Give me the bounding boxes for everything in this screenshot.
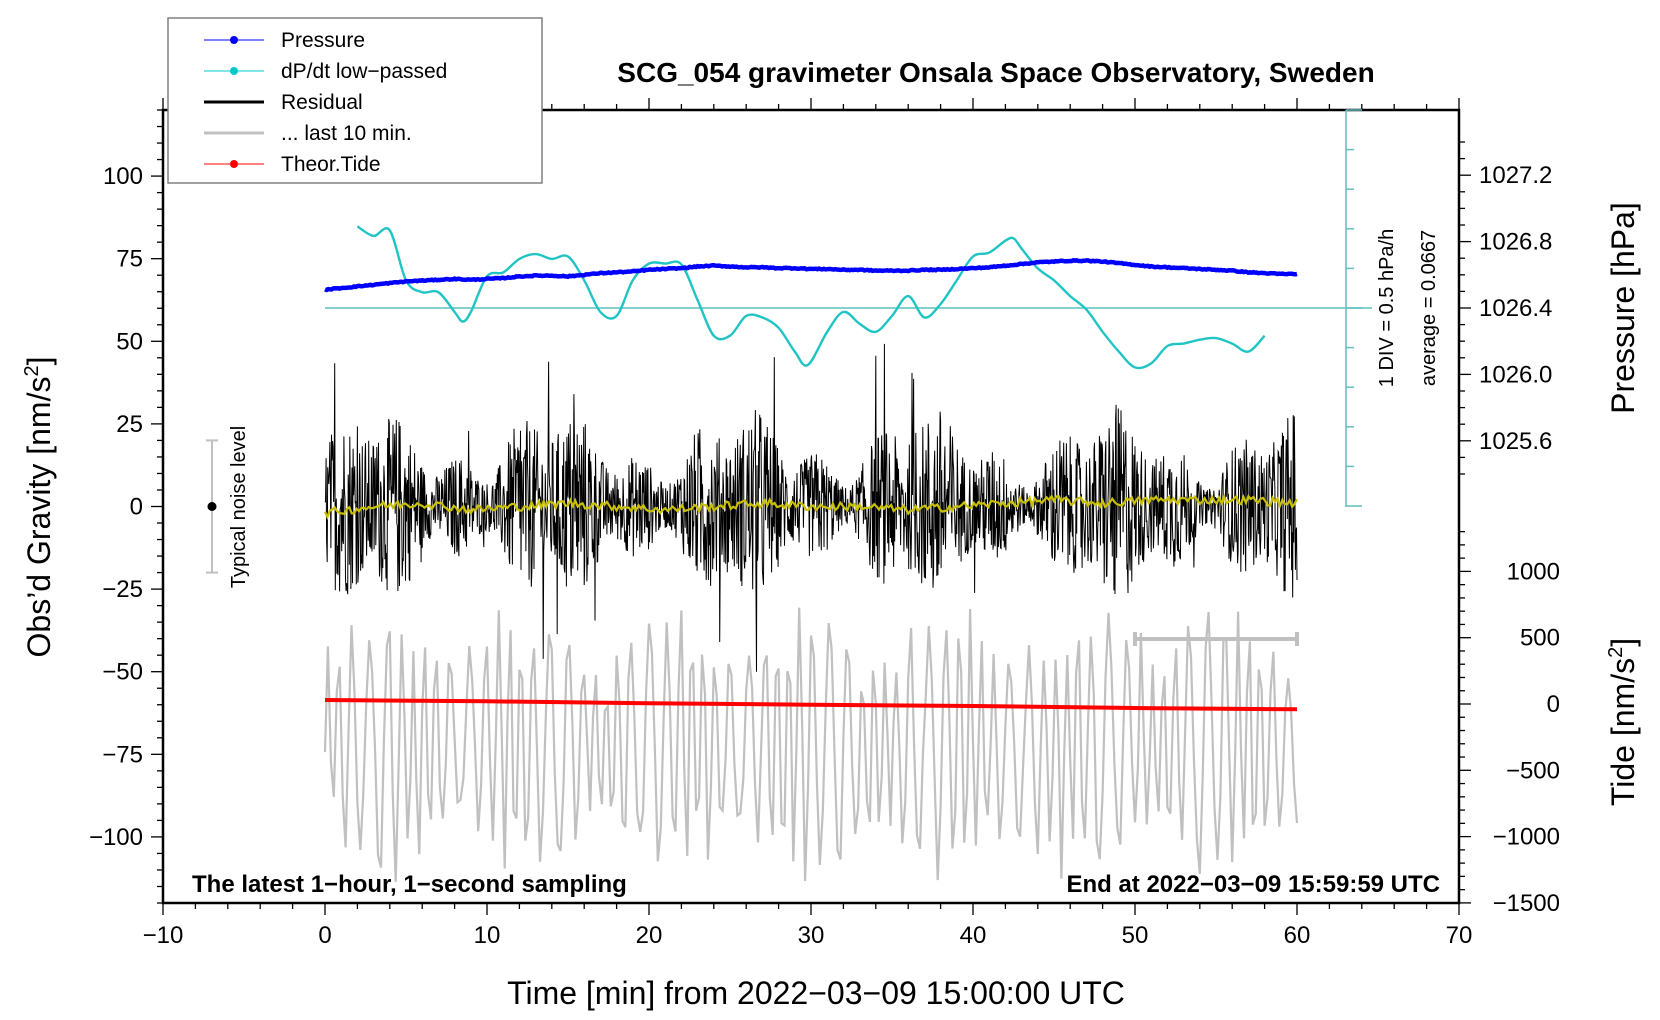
y-tick-label-tide: −1000 [1493, 824, 1560, 851]
noise-level-label: Typical noise level [228, 426, 250, 588]
chart-title: SCG_054 gravimeter Onsala Space Observat… [617, 57, 1374, 88]
y-axis-title-gravity: Obs’d Gravity [nm/s2] [21, 357, 57, 658]
legend-item: Theor.Tide [204, 153, 381, 176]
y-tick-label-gravity: −100 [89, 824, 143, 851]
y-axis-title-tide-sup: 2 [1605, 647, 1627, 658]
x-tick-label: 20 [636, 922, 663, 949]
x-tick-label: 70 [1446, 922, 1473, 949]
noise-level-dot [207, 502, 217, 511]
legend-item: dP/dt low−passed [204, 60, 447, 83]
y-tick-label-gravity: 100 [103, 163, 143, 190]
legend-label: ... last 10 min. [281, 122, 412, 145]
annotation-latest-hour: The latest 1−hour, 1−second sampling [192, 871, 627, 898]
series-front-layer [206, 109, 1362, 646]
y-axis-title-gravity-end: ] [21, 357, 57, 366]
y-tick-label-gravity: 0 [130, 494, 143, 521]
x-tick-label: −10 [143, 922, 184, 949]
legend-item: Pressure [204, 29, 365, 52]
residual-smoothed-trace [323, 493, 1298, 520]
x-axis-title: Time [min] from 2022−03−09 15:00:00 UTC [507, 975, 1125, 1011]
dpdt-average-label: average = 0.0667 [1418, 230, 1440, 386]
y-axis-title-tide: Tide [nm/s2] [1605, 638, 1641, 806]
y-axis-title-tide-end: ] [1605, 638, 1641, 647]
x-tick-label: 50 [1122, 922, 1149, 949]
y-tick-label-gravity: −75 [102, 741, 143, 768]
series-layer [323, 225, 1372, 882]
y-tick-label-pressure: 1026.4 [1479, 295, 1552, 322]
y-tick-label-gravity: −50 [102, 659, 143, 686]
legend-swatch-dot [230, 160, 238, 168]
y-tick-label-pressure: 1026.0 [1479, 361, 1552, 388]
y-tick-label-tide: −1500 [1493, 890, 1560, 917]
dpdt-trace [356, 225, 1266, 370]
y-tick-label-pressure: 1027.2 [1479, 162, 1552, 189]
x-tick-label: 0 [318, 922, 331, 949]
y-tick-label-pressure: 1026.8 [1479, 229, 1552, 256]
legend-item: ... last 10 min. [204, 122, 412, 145]
legend: Pressure dP/dt low−passed Residual ... last… [167, 17, 543, 184]
x-tick-label: 60 [1284, 922, 1311, 949]
y-tick-label-gravity: −25 [102, 576, 143, 603]
x-tick-label: 30 [798, 922, 825, 949]
y-axis-title-gravity-sup: 2 [21, 365, 43, 376]
legend-swatch-dot [230, 36, 238, 44]
legend-item: Residual [204, 91, 363, 114]
x-tick-label: 40 [960, 922, 987, 949]
y-tick-label-gravity: 75 [116, 246, 143, 273]
y-tick-label-tide: 0 [1547, 691, 1560, 718]
y-axis-title-tide-base: Tide [nm/s [1605, 658, 1641, 806]
pressure-trace [324, 257, 1298, 293]
annotation-end-time: End at 2022−03−09 15:59:59 UTC [1066, 871, 1440, 898]
y-tick-label-tide: −500 [1506, 757, 1560, 784]
legend-label: dP/dt low−passed [281, 60, 447, 83]
y-tick-label-tide: 1000 [1507, 558, 1560, 585]
y-tick-label-gravity: 50 [116, 328, 143, 355]
tide-trace [324, 698, 1298, 712]
legend-swatch-dot [230, 67, 238, 75]
y-tick-label-tide: 500 [1520, 625, 1560, 652]
y-axis-title-gravity-base: Obs’d Gravity [nm/s [21, 377, 57, 658]
axes-layer: −10 0 10 20 30 40 50 60 701007550250−25−50−75−10… [89, 98, 1560, 949]
residual-trace [324, 343, 1298, 672]
legend-label: Theor.Tide [281, 153, 381, 176]
legend-label: Pressure [281, 29, 365, 52]
legend-label: Residual [281, 91, 363, 114]
y-axis-title-pressure: Pressure [hPa] [1605, 202, 1641, 414]
last-10-min-trace [323, 607, 1299, 882]
y-tick-label-gravity: 25 [116, 411, 143, 438]
x-tick-label: 10 [474, 922, 501, 949]
y-tick-label-pressure: 1025.6 [1479, 428, 1552, 455]
dpdt-scale-label: 1 DIV = 0.5 hPa/h [1376, 229, 1398, 387]
